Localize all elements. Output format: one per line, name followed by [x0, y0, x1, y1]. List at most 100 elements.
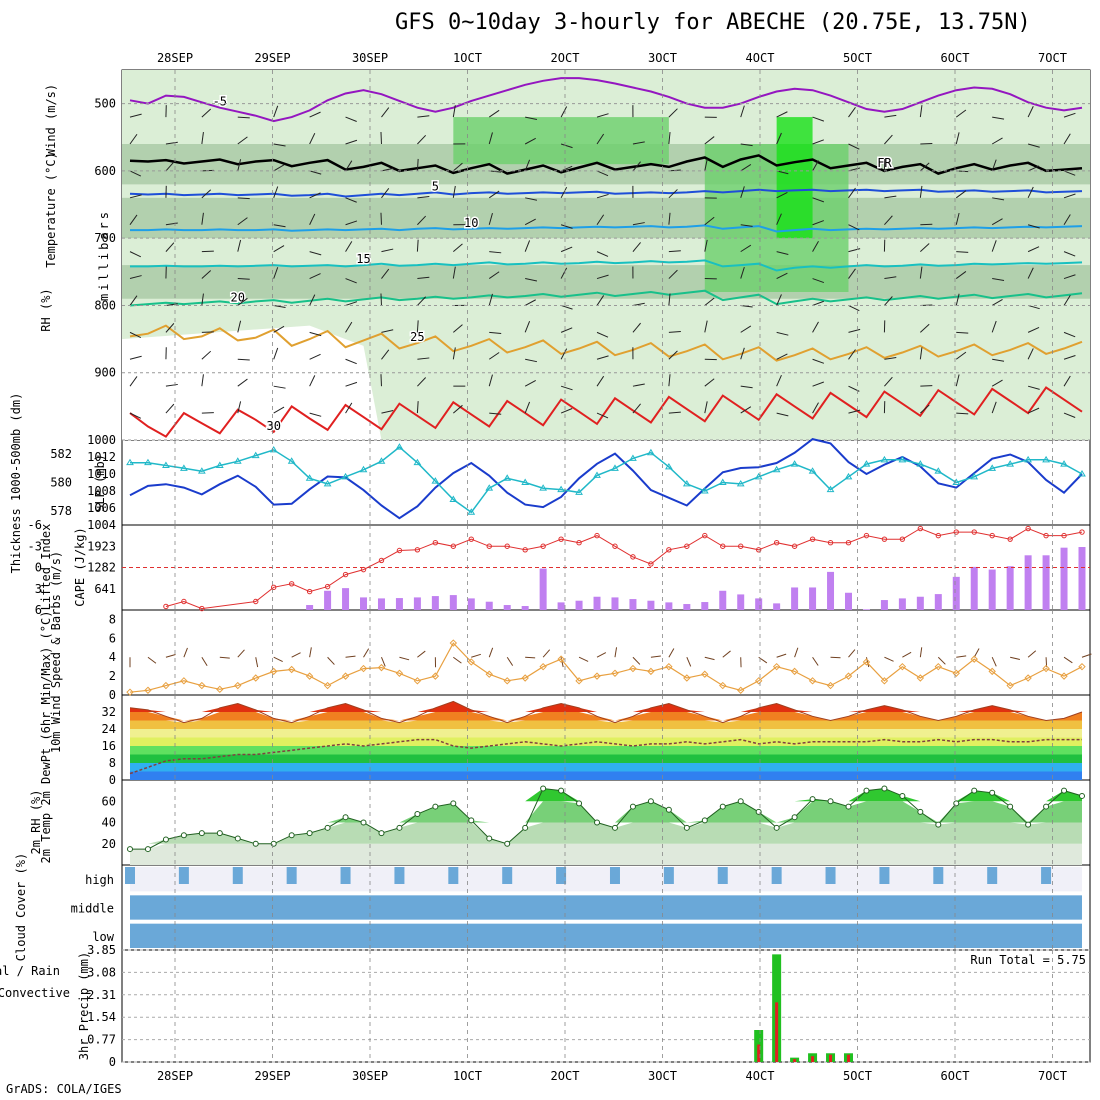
wind-barb-10m [632, 656, 641, 665]
x-tick-bottom: 6OCT [941, 1069, 970, 1083]
thickness-point [844, 472, 853, 480]
wind-barb [991, 320, 997, 333]
wind-speed-point [988, 667, 996, 676]
lifted-index-point [324, 583, 331, 590]
lifted-index-point [181, 598, 187, 605]
thickness-point [718, 478, 727, 485]
wind-speed-point [431, 672, 440, 680]
wind-barb [560, 165, 573, 172]
contour-label: 10 [464, 216, 478, 230]
thickness-point [126, 458, 134, 466]
rh-2m-point [683, 824, 690, 831]
cape-axis-label: CAPE (J/kg) [73, 527, 87, 606]
wind-speed-point [485, 670, 493, 678]
wind-barb [740, 385, 753, 389]
wind-barb [812, 220, 824, 226]
wind-barb [345, 278, 357, 284]
wind-barb-10m [650, 655, 661, 658]
thickness-point [880, 455, 889, 463]
cape-bar [306, 605, 314, 610]
wind-barb [488, 132, 493, 145]
cape-bar [1024, 555, 1032, 610]
slp-tick: 1004 [87, 518, 116, 532]
wind-barb [381, 167, 394, 172]
wind-barb [309, 375, 316, 387]
cape-bar [395, 598, 403, 610]
cape-bar [539, 568, 547, 610]
cloud-high-bar [663, 867, 674, 884]
wind-barb [524, 401, 531, 414]
wind-barb [273, 325, 285, 333]
cloud-row-label: low [92, 930, 114, 944]
wind-barb [345, 160, 353, 172]
thickness-point [359, 465, 368, 473]
wind-tick: 8 [109, 612, 116, 626]
wind-barb [129, 355, 142, 360]
wind-barb [381, 107, 390, 118]
wind-speed-point [252, 674, 260, 682]
lifted-index-point [504, 543, 510, 549]
wind-barb [776, 374, 782, 387]
wind-axis-label: 10m Wind Speed & Barbs (m/s) [49, 551, 63, 753]
wind-barb [416, 158, 419, 171]
slp-axis-label: SLP (mb) [93, 454, 107, 512]
temperature-tick: 32 [102, 705, 116, 719]
temperature-tick: 8 [109, 756, 116, 770]
wind-barb [1027, 407, 1040, 414]
wind-barb [165, 303, 178, 306]
wind-barb [345, 402, 353, 414]
panel-frame-slp [121, 439, 1091, 526]
cloud-high-bar [825, 867, 836, 884]
thickness-point [772, 465, 781, 473]
wind-barb-10m [614, 647, 618, 658]
rh-2m-point [629, 803, 636, 810]
wind-speed-point [413, 677, 422, 685]
wind-barb [1063, 412, 1076, 418]
rh-2m-point [791, 814, 798, 821]
rh-2m-tick: 40 [102, 816, 116, 830]
rh-2m-point [1007, 803, 1014, 810]
thickness-point [323, 479, 332, 487]
precip-tick: 1.54 [87, 1010, 116, 1024]
wind-barb [776, 132, 782, 145]
wind-barb [740, 244, 752, 253]
x-tick-bottom: 2OCT [551, 1069, 580, 1083]
wind-barb [201, 293, 204, 306]
precip-tick: 0.77 [87, 1033, 116, 1047]
lifted-index-point [540, 543, 546, 549]
thickness-point [970, 472, 979, 480]
wind-barb [812, 381, 824, 387]
lifted-index-point [576, 540, 582, 546]
wind-barb [452, 162, 463, 172]
wind-barb [991, 298, 1003, 306]
wind-speed-point [790, 667, 799, 676]
wind-barb [417, 215, 427, 226]
wind-barb [1063, 251, 1076, 257]
wind-barb [920, 243, 930, 253]
wind-barb [848, 305, 860, 312]
wind-speed-point [1042, 664, 1050, 673]
wind-barb [488, 213, 493, 225]
wind-barb [381, 410, 394, 414]
x-tick-top: 6OCT [941, 51, 970, 65]
wind-barb [955, 132, 960, 145]
lifted-index-point [863, 532, 870, 539]
rh-2m-point [809, 796, 816, 803]
panel-frame-precip [121, 949, 1091, 1063]
wind-barb [488, 352, 500, 360]
wind-barb-10m [991, 657, 997, 667]
wind-tick: 2 [109, 669, 116, 683]
wind-barb [560, 408, 573, 414]
cloud-high-bar [879, 867, 890, 884]
wind-speed-point [395, 669, 404, 677]
wind-barb [740, 186, 745, 198]
lifted-index-point [1007, 536, 1013, 542]
wind-speed-point [234, 681, 242, 690]
cloud-high-bar [448, 867, 459, 884]
wind-barb [1027, 348, 1034, 360]
lifted-index-point [288, 581, 295, 587]
rh-2m-point [450, 800, 457, 807]
wind-barb [955, 271, 967, 279]
wind-barb [345, 241, 353, 252]
